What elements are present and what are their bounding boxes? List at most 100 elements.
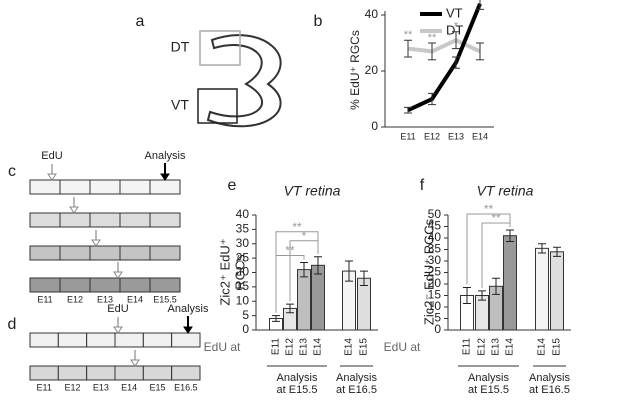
- error-bar: [476, 42, 484, 61]
- significance: **: [491, 211, 501, 225]
- stage-cell: [57, 365, 88, 381]
- bar: [357, 277, 371, 331]
- y-tick-label: 20: [428, 276, 442, 290]
- y-tick-label: 5: [434, 311, 441, 325]
- error-bar: [345, 260, 353, 282]
- stage-cell: [89, 179, 121, 195]
- error-bar: [506, 229, 514, 242]
- stage-label: E16.5: [174, 382, 198, 392]
- y-tick-label: 15: [236, 279, 250, 293]
- significance: **: [285, 244, 295, 258]
- error-bar: [478, 290, 486, 301]
- error-bar: [538, 243, 546, 254]
- y-tick-label: 5: [242, 308, 249, 322]
- stage-cell: [142, 365, 173, 381]
- y-tick-label: 0: [434, 322, 441, 336]
- x-tick-label: E14: [344, 338, 355, 356]
- error-bar: [300, 261, 308, 278]
- x-tick-label: E14: [313, 338, 324, 356]
- stage-cell: [29, 179, 61, 195]
- y-tick-label: 40: [365, 7, 379, 21]
- dt-label: DT: [171, 39, 190, 55]
- y-axis-title: % EdU⁺ RGCs: [348, 30, 362, 110]
- stage-cell: [119, 277, 151, 293]
- bar: [550, 251, 564, 331]
- group-label: at E15.5: [468, 384, 509, 396]
- arrow-head: [130, 359, 140, 367]
- significance: *: [454, 21, 459, 33]
- y-tick-label: 10: [428, 299, 442, 313]
- error-bar: [452, 31, 460, 50]
- y-tick-label: 35: [428, 242, 442, 256]
- stage-cell: [29, 245, 61, 261]
- y-tick-label: 50: [428, 207, 442, 221]
- panel-letter: b: [314, 13, 323, 30]
- stage-cell: [86, 365, 116, 381]
- line: [407, 37, 481, 54]
- significance-bracket: [289, 240, 319, 302]
- y-tick-label: 20: [365, 63, 379, 77]
- error-bar: [463, 286, 471, 305]
- stage-cell: [59, 277, 91, 293]
- error-bar: [272, 315, 280, 322]
- arrow-head: [113, 326, 123, 334]
- y-tick-label: 15: [428, 288, 442, 302]
- stage-label: E11: [37, 294, 52, 304]
- pulse-label: EdU: [107, 303, 128, 315]
- stage-cell: [149, 212, 181, 228]
- stage-cell: [89, 277, 121, 293]
- legend-label: VT: [446, 5, 463, 20]
- bar: [311, 264, 325, 331]
- error-bar: [360, 270, 368, 286]
- significance-bracket: [481, 222, 511, 288]
- significance-bracket: [275, 254, 305, 313]
- arrow-head: [69, 206, 79, 214]
- y-axis-title: Zic2⁻ EdU⁺ RGCs: [421, 218, 436, 325]
- stage-cell: [29, 277, 61, 293]
- x-tick-label: E15: [359, 338, 370, 356]
- stage-cell: [114, 365, 144, 381]
- group-label: Analysis: [468, 372, 509, 384]
- significance: **: [292, 220, 302, 234]
- panel-letter: d: [8, 316, 17, 333]
- arrow-head: [91, 239, 101, 247]
- y-tick-label: 30: [428, 253, 442, 267]
- error-bar: [553, 246, 561, 257]
- panel-letter: f: [420, 177, 425, 194]
- stage-cell: [119, 212, 151, 228]
- error-bar: [452, 56, 460, 69]
- stage-cell: [59, 212, 91, 228]
- x-tick-label: E12: [285, 338, 296, 356]
- arrow-head: [160, 173, 170, 181]
- x-tick-label: E11: [462, 338, 473, 355]
- stage-cell: [171, 365, 201, 381]
- y-tick-label: 25: [428, 265, 442, 279]
- y-tick-label: 25: [236, 250, 250, 264]
- stage-label: E14: [127, 294, 143, 304]
- stage-label: E12: [67, 294, 83, 304]
- stage-cell: [89, 245, 121, 261]
- y-tick-label: 40: [428, 230, 442, 244]
- legend-label: DT: [446, 22, 463, 37]
- group-label: Analysis: [529, 372, 570, 384]
- x-tick-label: E12: [477, 338, 488, 356]
- group-label: at E16.5: [336, 384, 377, 396]
- panel-letter: e: [228, 177, 237, 194]
- y-tick-label: 20: [236, 265, 250, 279]
- stage-cell: [149, 179, 181, 195]
- stage-cell: [29, 365, 59, 381]
- x-tick-label: E14: [537, 338, 548, 356]
- x-tick-label: E12: [424, 131, 440, 141]
- stage-cell: [59, 245, 91, 261]
- significance: *: [302, 229, 307, 243]
- group-label: at E15.5: [277, 384, 318, 396]
- panel-letter: c: [8, 163, 16, 180]
- stage-label: E13: [97, 294, 113, 304]
- stage-label: E11: [36, 382, 51, 392]
- y-tick-label: 10: [236, 293, 250, 307]
- pulse-label: EdU: [41, 150, 62, 162]
- dt-box: [199, 30, 241, 66]
- stage-cell: [149, 277, 181, 293]
- y-tick-label: 0: [371, 119, 378, 133]
